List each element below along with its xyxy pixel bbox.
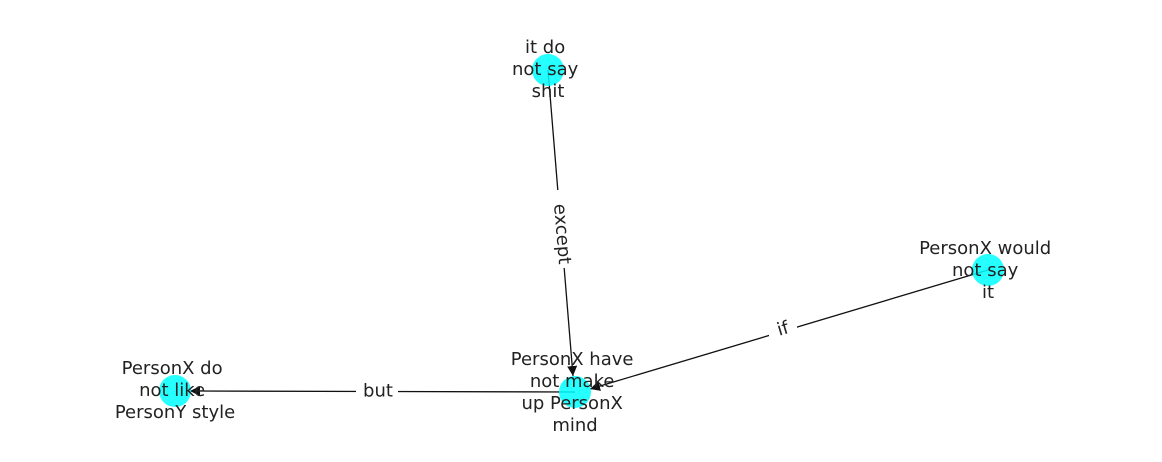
- node-personx-do-not-like-persony-style: PersonX do not like PersonY style: [115, 358, 235, 423]
- edge-but-label: but: [363, 381, 393, 402]
- node-circle: [159, 375, 191, 407]
- node-label: PersonX do not like PersonY style: [115, 358, 235, 423]
- node-circle: [532, 54, 564, 86]
- node-circle: [559, 376, 591, 408]
- edge-if: if: [589, 269, 989, 391]
- node-label: PersonX have not make up PersonX mind: [511, 349, 639, 436]
- node-circle: [972, 254, 1004, 286]
- node-it-do-not-say-shit: it do not say shit: [512, 37, 584, 102]
- edge-except: except: [547, 69, 578, 377]
- node-personx-have-not-make-up-mind: PersonX have not make up PersonX mind: [511, 349, 639, 436]
- edge-but: but: [189, 378, 576, 404]
- node-label: it do not say shit: [512, 37, 584, 102]
- node-label: PersonX would not say it: [919, 238, 1057, 303]
- edge-except-label: except: [549, 203, 575, 265]
- node-personx-would-not-say-it: PersonX would not say it: [919, 238, 1057, 303]
